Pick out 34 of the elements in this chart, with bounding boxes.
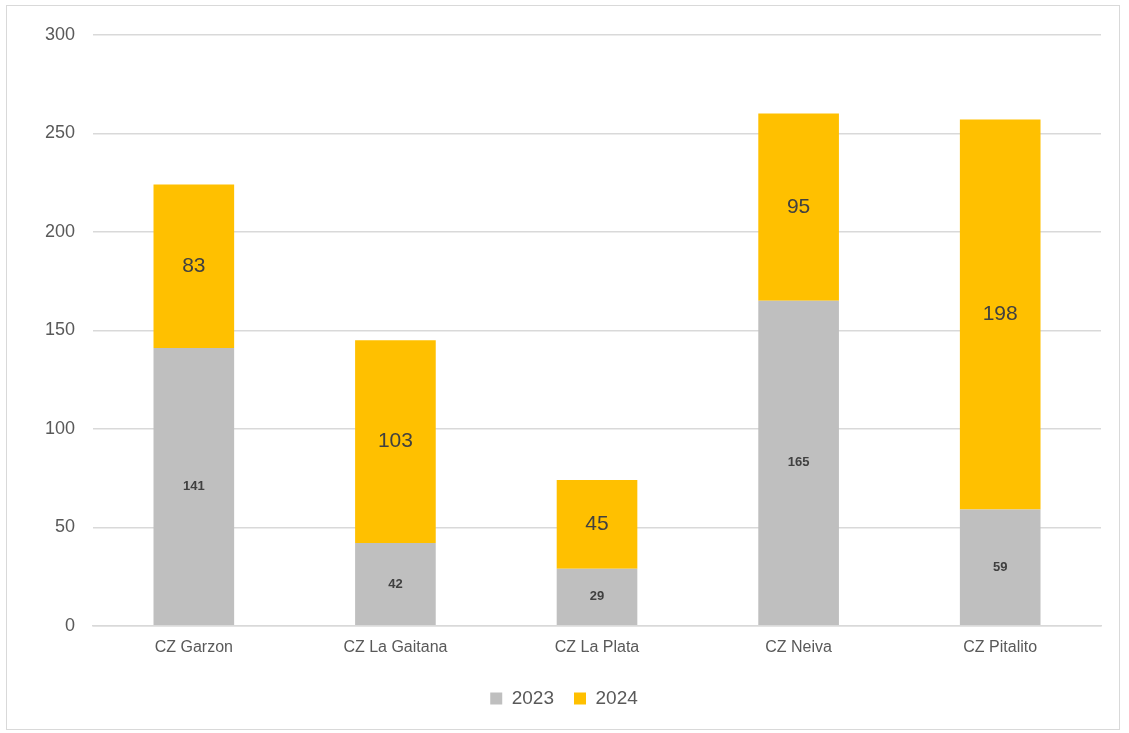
x-tick-label: CZ La Gaitana xyxy=(343,637,448,655)
x-tick-label: CZ Neiva xyxy=(765,637,833,655)
y-tick-label: 100 xyxy=(44,417,76,438)
data-label: 29 xyxy=(589,588,605,604)
x-tick-label: CZ Garzon xyxy=(154,637,233,655)
bar xyxy=(355,543,436,626)
x-tick-label: CZ Pitalito xyxy=(963,637,1038,655)
legend-label: 2023 xyxy=(511,686,555,708)
data-label: 141 xyxy=(182,478,205,494)
data-label: 103 xyxy=(377,428,413,452)
bar xyxy=(355,340,436,544)
bar xyxy=(556,480,638,569)
bar xyxy=(153,348,235,626)
y-tick-label: 50 xyxy=(55,516,76,537)
bar xyxy=(758,113,839,301)
bar xyxy=(758,300,839,626)
data-label: 42 xyxy=(388,575,403,591)
bar xyxy=(959,509,1041,626)
y-tick-label: 250 xyxy=(44,122,76,143)
y-tick-label: 200 xyxy=(44,220,76,241)
bar xyxy=(153,184,235,349)
data-label: 95 xyxy=(786,193,811,217)
y-tick-label: 0 xyxy=(65,614,76,635)
y-tick-label: 300 xyxy=(44,23,76,44)
legend-label: 2024 xyxy=(595,686,639,708)
data-label: 83 xyxy=(182,253,206,277)
data-label: 165 xyxy=(787,454,810,470)
bar xyxy=(556,568,638,626)
y-tick-label: 150 xyxy=(44,319,76,340)
data-label: 59 xyxy=(992,558,1008,574)
data-label: 198 xyxy=(982,301,1018,325)
x-tick-label: CZ La Plata xyxy=(554,637,640,655)
data-label: 45 xyxy=(585,511,609,535)
bar xyxy=(959,119,1041,510)
